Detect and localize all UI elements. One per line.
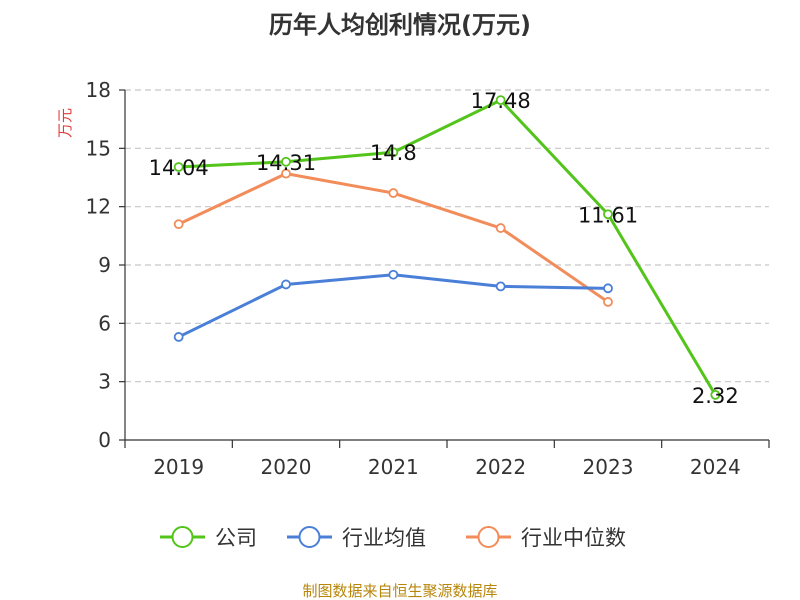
data-label: 14.31 [256,151,316,175]
legend-item-2[interactable]: 行业中位数 [466,526,626,550]
x-tick-label: 2024 [690,455,741,479]
data-label: 11.61 [578,203,638,227]
data-label: 14.04 [149,156,209,180]
series-line-1 [178,273,609,339]
series-line-0 [178,98,717,396]
data-label: 17.48 [471,89,531,113]
x-tick-label: 2022 [475,455,526,479]
y-tick-label: 0 [98,428,111,452]
legend-label: 行业中位数 [521,526,626,550]
y-tick-label: 9 [98,253,111,277]
data-point[interactable] [173,219,184,230]
legend-label: 行业均值 [342,526,426,550]
legend-marker [477,526,500,548]
y-tick-label: 12 [86,195,111,219]
y-tick-label: 15 [86,136,111,160]
y-axis-label: 万元 [56,108,74,138]
legend-label: 公司 [215,526,257,550]
data-point[interactable] [388,269,399,280]
x-tick-label: 2021 [368,455,419,479]
y-tick-label: 6 [98,311,111,335]
x-tick-label: 2023 [583,455,634,479]
x-tick-label: 2019 [153,455,204,479]
grid-lines [125,89,769,383]
y-tick-label: 18 [86,78,111,102]
data-point[interactable] [388,147,399,158]
x-tick-label: 2020 [261,455,312,479]
data-point[interactable] [495,281,506,292]
data-point[interactable] [173,162,184,172]
data-point[interactable] [603,297,613,307]
data-point[interactable] [173,332,184,342]
data-point[interactable] [603,283,613,294]
data-point[interactable] [388,188,399,198]
data-point[interactable] [281,156,291,167]
legend-marker [171,526,194,548]
data-point[interactable] [710,389,721,400]
data-point[interactable] [495,95,506,106]
y-tick-label: 3 [98,370,111,394]
legend[interactable]: 公司 行业均值 行业中位数 [160,526,626,550]
source-note: 制图数据来自恒生聚源数据库 [302,582,497,600]
data-point[interactable] [281,279,291,290]
data-label: 2.32 [692,384,739,408]
data-point[interactable] [281,168,291,179]
data-point[interactable] [603,209,613,220]
chart-title: 历年人均创利情况(万元) [269,11,531,39]
axes: 0 3 6 9 12 15 18 2019 2020 2021 2022 2023 2024 [86,78,770,479]
legend-item-1[interactable]: 行业均值 [287,526,426,550]
series-lines [173,95,721,400]
data-labels: 14.04 14.31 14.8 17.48 11.61 2.32 [149,89,739,408]
legend-marker [298,526,321,548]
legend-item-0[interactable]: 公司 [160,526,257,550]
data-point[interactable] [495,223,506,233]
data-label: 14.8 [370,141,417,165]
